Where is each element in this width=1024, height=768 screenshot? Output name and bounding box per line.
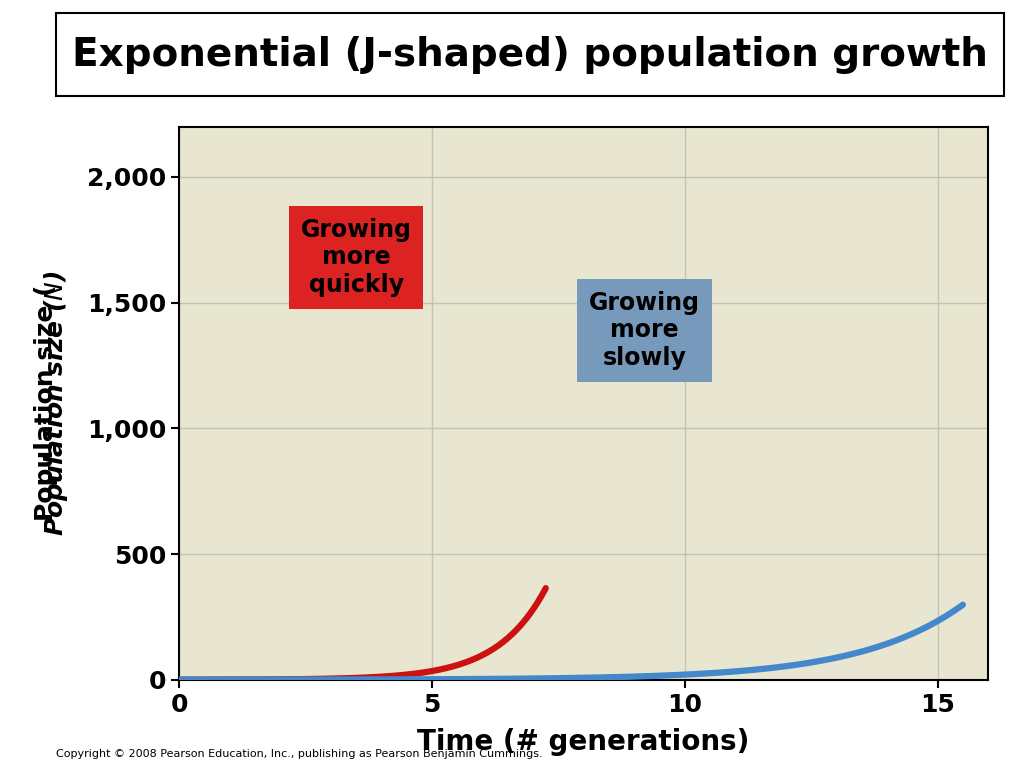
- Text: Exponential (J-shaped) population growth: Exponential (J-shaped) population growth: [72, 35, 988, 74]
- FancyBboxPatch shape: [56, 13, 1004, 96]
- Text: Growing
more
quickly: Growing more quickly: [301, 217, 412, 297]
- Text: Growing
more
slowly: Growing more slowly: [589, 290, 699, 370]
- Y-axis label: Population size ($N$): Population size ($N$): [42, 270, 70, 536]
- Text: Copyright © 2008 Pearson Education, Inc., publishing as Pearson Benjamin Cumming: Copyright © 2008 Pearson Education, Inc.…: [56, 749, 543, 759]
- X-axis label: Time (# generations): Time (# generations): [418, 728, 750, 756]
- Text: Population size (: Population size (: [34, 285, 58, 521]
